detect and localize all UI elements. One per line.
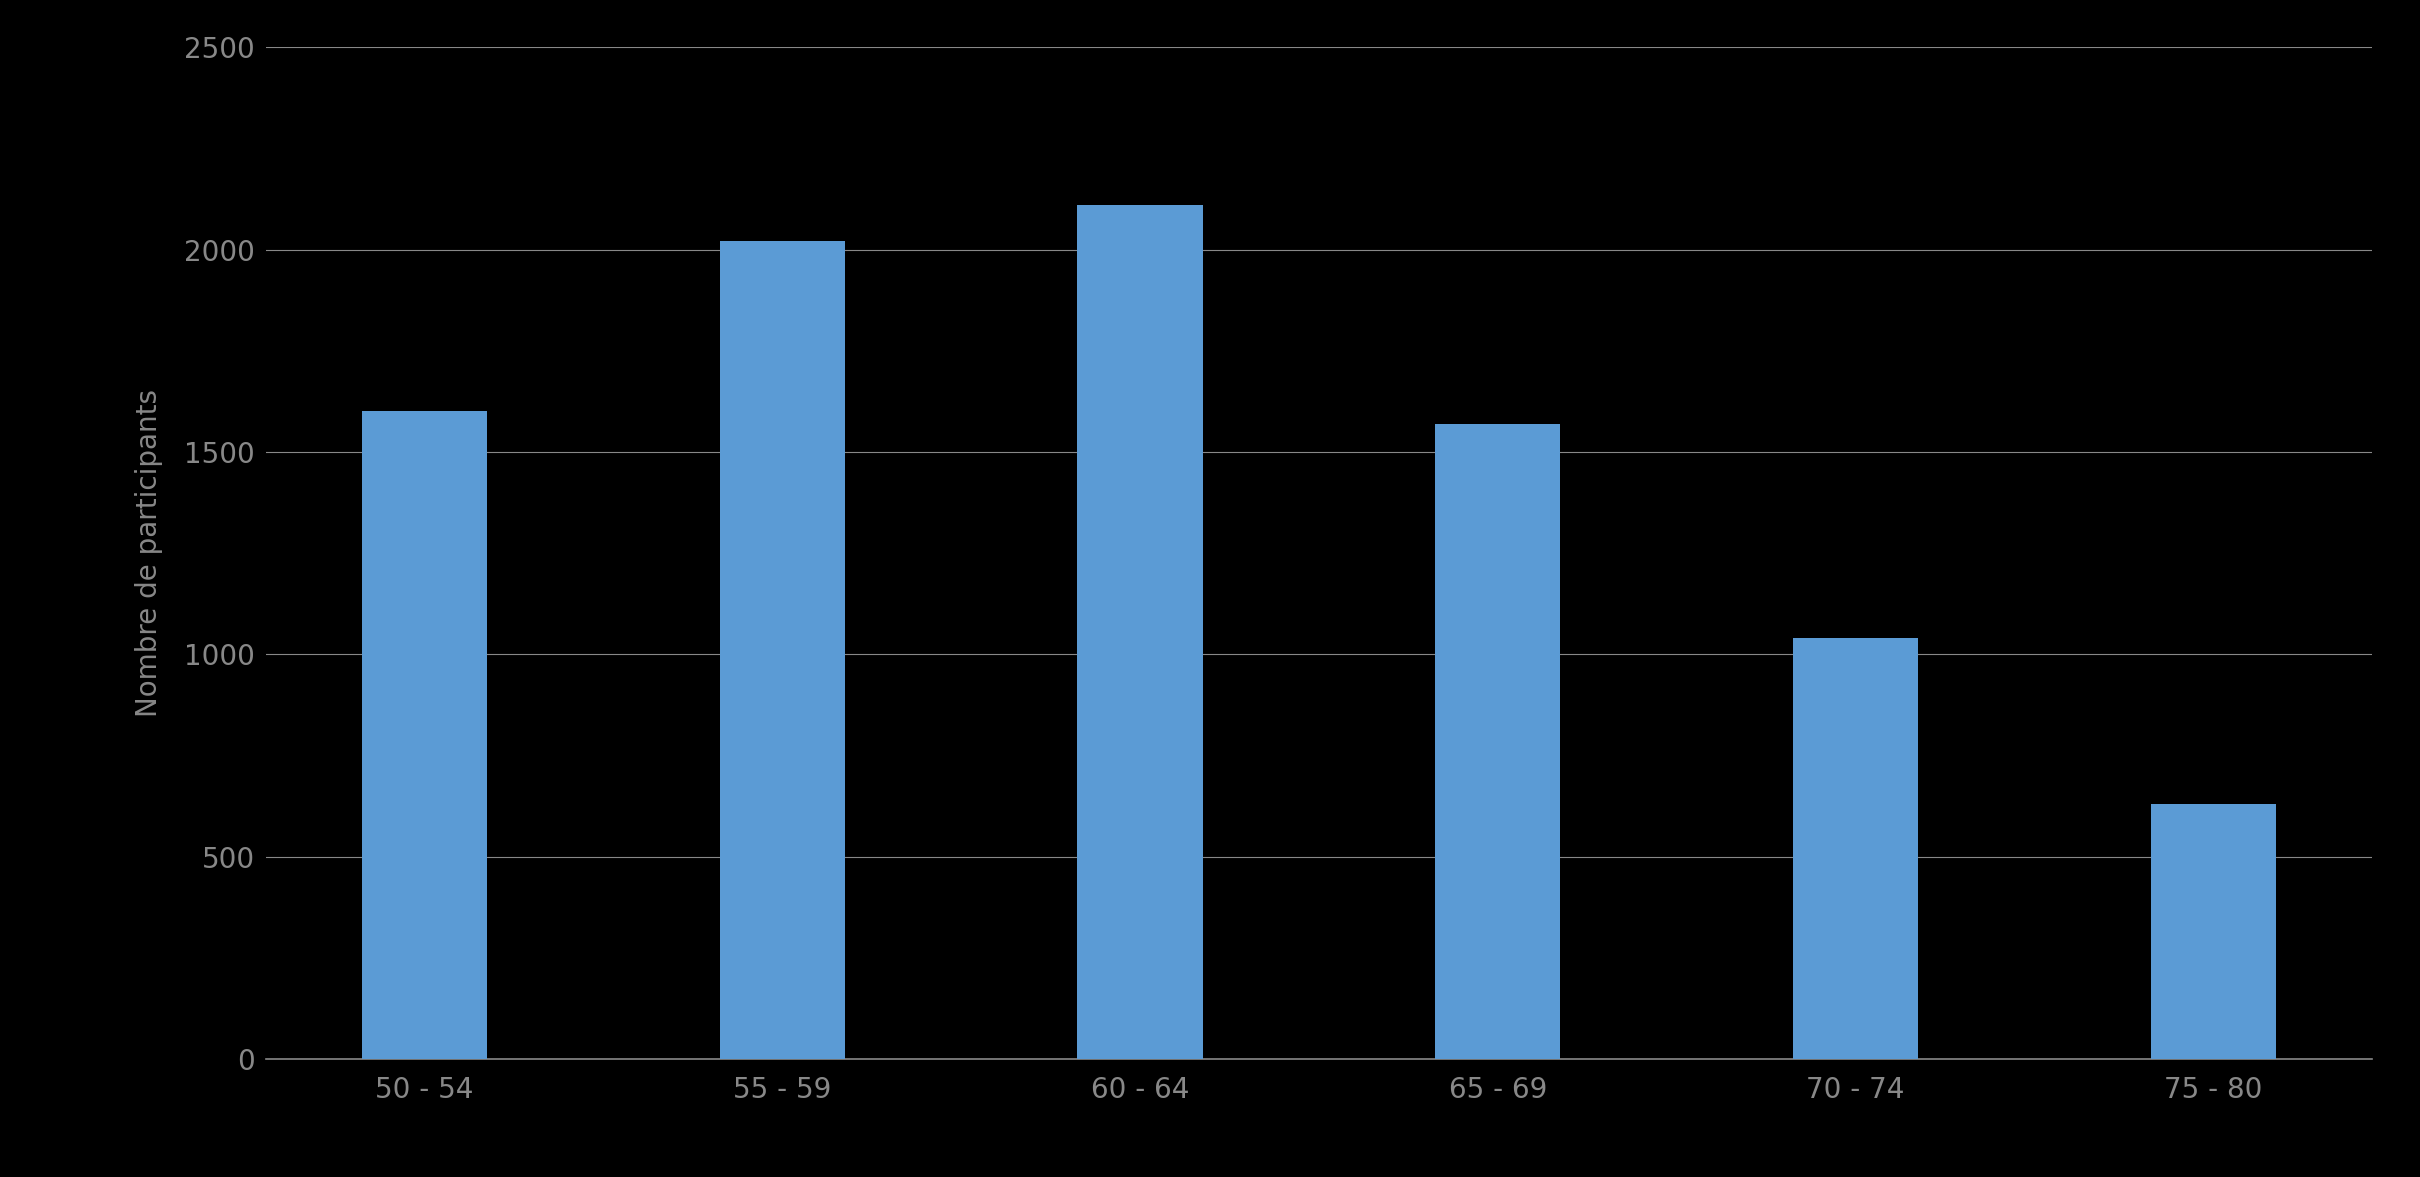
Bar (2151, 804, 2275, 1059)
Y-axis label: Nombre de participants: Nombre de participants (136, 390, 165, 717)
Bar (1793, 638, 1919, 1059)
Bar (1435, 424, 1561, 1059)
Bar (363, 412, 486, 1059)
Bar (1077, 205, 1203, 1059)
Bar (719, 241, 845, 1059)
